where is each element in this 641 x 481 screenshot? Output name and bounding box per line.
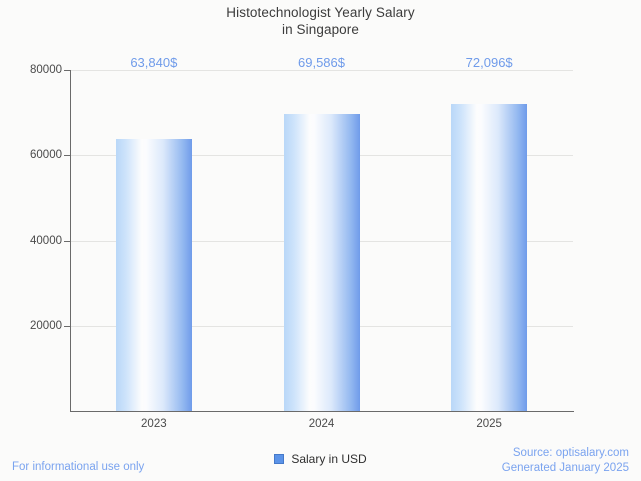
bar[interactable] bbox=[451, 103, 528, 411]
y-tick-label: 20000 bbox=[30, 319, 62, 332]
bar[interactable] bbox=[283, 114, 360, 411]
y-tick-mark bbox=[64, 325, 70, 327]
footer-source-line2: Generated January 2025 bbox=[501, 461, 629, 474]
chart-title: Histotechnologist Yearly Salary in Singa… bbox=[0, 4, 641, 38]
y-tick-label: 80000 bbox=[30, 64, 62, 76]
y-tick-label: 40000 bbox=[30, 234, 62, 247]
chart-legend: Salary in USD bbox=[0, 452, 641, 466]
footer-source-line1: Source: optisalary.com bbox=[512, 447, 629, 459]
plot-area bbox=[70, 70, 573, 411]
footer-disclaimer: For informational use only bbox=[12, 461, 145, 473]
bar-value-label: 72,096$ bbox=[465, 55, 513, 70]
chart-title-line2: in Singapore bbox=[281, 22, 359, 37]
y-axis-line bbox=[70, 70, 71, 412]
bar[interactable] bbox=[115, 138, 192, 411]
x-axis-line bbox=[70, 411, 574, 412]
y-tick-mark bbox=[64, 70, 70, 71]
y-tick-label: 60000 bbox=[30, 149, 62, 162]
chart-title-line1: Histotechnologist Yearly Salary bbox=[226, 5, 415, 20]
bar-value-label: 69,586$ bbox=[298, 55, 345, 70]
y-tick-mark bbox=[64, 155, 70, 157]
x-tick-label: 2024 bbox=[308, 418, 335, 430]
legend-swatch-icon bbox=[274, 454, 285, 464]
x-tick-label: 2023 bbox=[141, 418, 167, 430]
gridline bbox=[70, 70, 573, 71]
x-tick-label: 2025 bbox=[476, 418, 502, 430]
legend-item-label: Salary in USD bbox=[291, 452, 367, 466]
footer-source: Source: optisalary.com Generated January… bbox=[502, 446, 629, 475]
y-tick-mark bbox=[64, 240, 70, 242]
bar-value-label: 63,840$ bbox=[130, 55, 178, 70]
